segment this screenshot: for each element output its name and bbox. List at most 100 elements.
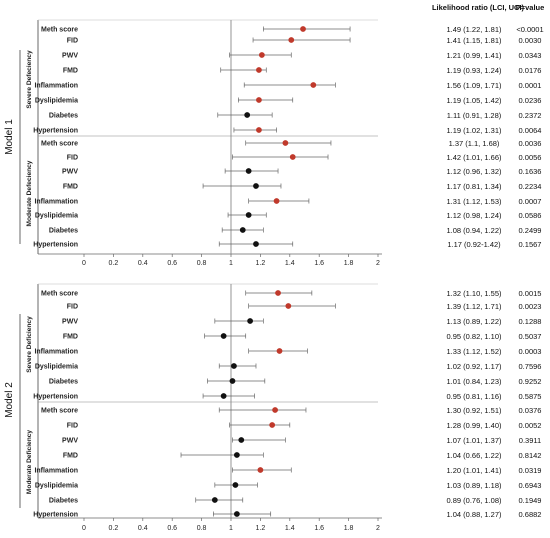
p-value: 0.0023 [519, 302, 542, 311]
row-label: Dyslipidemia [35, 98, 78, 105]
p-value: 0.2499 [519, 226, 542, 235]
lr-value: 1.19 (0.93, 1.24) [446, 66, 502, 75]
estimate-point [211, 497, 218, 503]
lr-value: 1.30 (0.92, 1.51) [446, 406, 502, 415]
x-tick-label: 1 [229, 525, 233, 532]
row-label: Hypertension [33, 394, 78, 401]
lr-value: 1.02 (0.92, 1.17) [446, 362, 502, 371]
p-value: 0.0007 [519, 197, 542, 206]
p-value: 0.3911 [519, 436, 541, 445]
lr-value: 1.12 (0.96, 1.32) [446, 167, 502, 176]
p-value: 0.0001 [519, 81, 542, 90]
estimate-point [272, 407, 278, 413]
group-label: Severe Defeciency [26, 50, 33, 109]
x-tick-label: 0.2 [109, 260, 119, 267]
p-value: 0.6943 [519, 481, 542, 490]
x-tick-label: 0.4 [138, 260, 148, 267]
row-label: Diabetes [49, 498, 78, 505]
lr-value: 1.39 (1.12, 1.71) [446, 302, 502, 311]
x-tick-label: 1.6 [314, 260, 324, 267]
row-label: Meth score [41, 408, 78, 415]
x-tick-label: 0.2 [109, 525, 119, 532]
p-value: 0.0030 [519, 36, 542, 45]
lr-value: 1.49 (1.22, 1.81) [446, 25, 502, 34]
row-label: Hypertension [33, 128, 78, 135]
row-label: FID [67, 155, 78, 162]
row-label: Diabetes [49, 379, 78, 386]
lr-column-header: Likelihood ratio (LCI, UCI) [432, 3, 525, 12]
row-label: FID [67, 423, 78, 430]
row-label: Diabetes [49, 113, 78, 120]
row-label: FID [67, 304, 78, 311]
row-label: Inflammation [34, 349, 78, 356]
lr-value: 1.12 (0.98, 1.24) [446, 211, 502, 220]
row-label: Dyslipidemia [35, 483, 78, 490]
row-label: FMD [63, 184, 78, 191]
row-label: Inflammation [34, 468, 78, 475]
row-label: PWV [62, 169, 78, 176]
estimate-point [273, 198, 280, 204]
estimate-point [220, 333, 227, 339]
lr-value: 0.95 (0.81, 1.16) [446, 392, 502, 401]
lr-value: 1.17 (0.92-1.42) [447, 240, 501, 249]
lr-value: 1.41 (1.15, 1.81) [446, 36, 502, 45]
lr-value: 1.07 (1.01, 1.37) [446, 436, 502, 445]
row-label: FMD [63, 453, 78, 460]
row-label: Diabetes [49, 228, 78, 235]
estimate-point [253, 183, 259, 189]
row-label: FMD [63, 68, 78, 75]
lr-value: 1.32 (1.10, 1.55) [446, 289, 502, 298]
row-label: Meth score [41, 291, 78, 298]
lr-value: 1.20 (1.01, 1.41) [446, 466, 502, 475]
p-value: 0.9252 [519, 377, 542, 386]
group-label: Moderate Defeciency [26, 160, 33, 226]
x-tick-label: 1.8 [344, 525, 354, 532]
estimate-point [232, 482, 239, 488]
x-tick-label: 1.2 [256, 525, 266, 532]
estimate-point [245, 212, 252, 218]
p-value: 0.8142 [519, 451, 542, 460]
row-label: Hypertension [33, 512, 78, 519]
lr-value: 1.31 (1.12, 1.53) [446, 197, 502, 206]
lr-value: 1.33 (1.12, 1.52) [446, 347, 502, 356]
estimate-point [258, 52, 265, 58]
p-value: 0.0319 [519, 466, 542, 475]
x-tick-label: 0.4 [138, 525, 148, 532]
x-tick-label: 0.6 [167, 525, 177, 532]
p-value: 0.1636 [519, 167, 542, 176]
p-value: 0.5037 [519, 332, 542, 341]
lr-value: 1.28 (0.99, 1.40) [446, 421, 502, 430]
estimate-point [288, 37, 295, 43]
estimate-point [300, 26, 306, 32]
lr-value: 1.04 (0.66, 1.22) [446, 451, 502, 460]
lr-value: 1.19 (1.05, 1.42) [446, 96, 502, 105]
row-label: FID [67, 38, 78, 45]
x-tick-label: 0.8 [197, 260, 207, 267]
p-value: 0.7596 [519, 362, 542, 371]
x-tick-label: 0 [82, 260, 86, 267]
row-label: Meth score [41, 27, 78, 34]
row-label: PWV [62, 438, 78, 445]
estimate-point [239, 227, 246, 233]
estimate-point [310, 82, 317, 88]
lr-value: 1.13 (0.89, 1.22) [446, 317, 502, 326]
p-value: 0.0236 [519, 96, 542, 105]
p-value: 0.0036 [519, 139, 542, 148]
p-value: 0.1567 [519, 240, 542, 249]
row-label: Dyslipidemia [35, 213, 78, 220]
lr-value: 0.95 (0.82, 1.10) [446, 332, 502, 341]
lr-value: 1.21 (0.99, 1.41) [446, 51, 502, 60]
lr-value: 1.08 (0.94, 1.22) [446, 226, 502, 235]
estimate-point [220, 393, 227, 399]
p-value: 0.0003 [519, 347, 542, 356]
x-tick-label: 2 [376, 260, 380, 267]
lr-value: 1.56 (1.09, 1.71) [446, 81, 502, 90]
estimate-point [275, 290, 281, 296]
model-label: Model 1 [4, 119, 15, 155]
estimate-point [289, 154, 296, 160]
row-label: Dyslipidemia [35, 364, 78, 371]
p-value: 0.0052 [519, 421, 542, 430]
p-value: 0.5875 [519, 392, 542, 401]
p-value: 0.0056 [519, 153, 542, 162]
